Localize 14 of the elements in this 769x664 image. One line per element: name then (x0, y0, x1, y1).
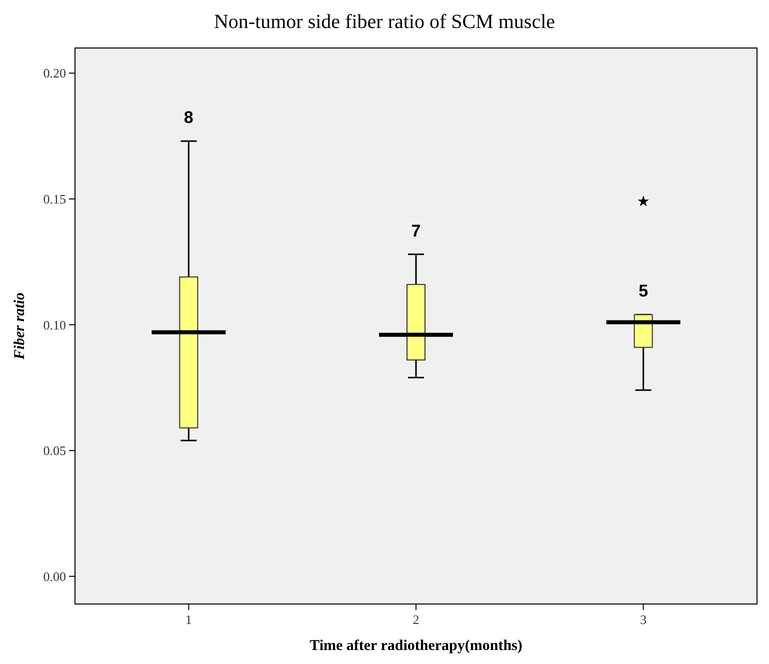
y-tick-label: 0.20 (43, 66, 66, 81)
y-tick-label: 0.00 (43, 568, 66, 584)
x-axis-title: Time after radiotherapy(months) (310, 638, 522, 654)
annotation: 8 (184, 108, 194, 128)
y-tick-label: 0.10 (43, 317, 66, 332)
x-tick-label: 1 (185, 612, 192, 627)
chart-title: Non-tumor side fiber ratio of SCM muscle (214, 11, 556, 33)
x-tick-label: 3 (640, 612, 647, 627)
annotation: 7 (411, 221, 421, 240)
y-tick-label: 0.05 (43, 443, 66, 458)
annotation: 5 (638, 282, 648, 301)
y-tick-label: 0.15 (43, 192, 66, 206)
x-tick-label: 2 (412, 612, 420, 627)
y-axis-title: Fiber ratio (12, 292, 28, 361)
